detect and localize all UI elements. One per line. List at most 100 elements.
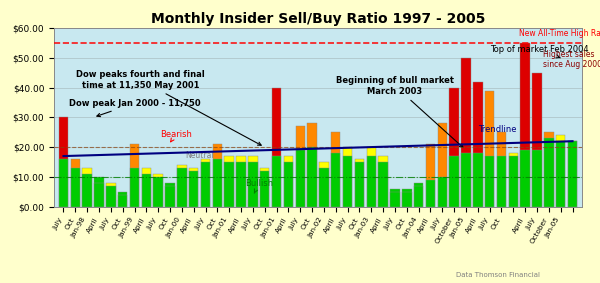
Title: Monthly Insider Sell/Buy Ratio 1997 - 2005: Monthly Insider Sell/Buy Ratio 1997 - 20… (151, 12, 485, 26)
Bar (106, 186, 116, 207)
Bar (319, 162, 329, 207)
Bar (106, 183, 116, 207)
Bar (260, 168, 269, 207)
Bar (331, 153, 340, 207)
Bar (201, 159, 210, 207)
Bar (568, 141, 577, 207)
Bar (426, 180, 435, 207)
Bar (142, 168, 151, 207)
Text: New All-Time High Ratio Reading: New All-Time High Ratio Reading (519, 29, 600, 38)
Bar (71, 168, 80, 207)
Bar (426, 144, 435, 207)
Bar (461, 58, 471, 207)
Bar (437, 177, 447, 207)
Bar (82, 168, 92, 207)
Bar (544, 132, 554, 207)
Bar (485, 91, 494, 207)
Bar (154, 174, 163, 207)
Bar (343, 156, 352, 207)
Bar (485, 156, 494, 207)
Bar (307, 147, 317, 207)
Text: Dow peaks fourth and final
time at 11,350 May 2001: Dow peaks fourth and final time at 11,35… (76, 70, 261, 145)
Bar (532, 73, 542, 207)
Bar (284, 162, 293, 207)
Bar (165, 186, 175, 207)
Bar (154, 177, 163, 207)
Bar (94, 177, 104, 207)
Bar (355, 162, 364, 207)
Bar (212, 159, 222, 207)
Bar (520, 150, 530, 207)
Bar (307, 123, 317, 207)
Bar (130, 144, 139, 207)
Bar (59, 117, 68, 207)
Bar (556, 141, 565, 207)
Bar (390, 189, 400, 207)
Bar (367, 156, 376, 207)
Bar (319, 168, 329, 207)
Bar (331, 132, 340, 207)
Bar (473, 82, 482, 207)
Text: Bullish: Bullish (245, 179, 273, 193)
Text: Trendline: Trendline (478, 125, 517, 134)
Bar (236, 156, 246, 207)
Bar (284, 156, 293, 207)
Bar (390, 192, 400, 207)
Bar (130, 168, 139, 207)
Bar (94, 183, 104, 207)
Bar (177, 165, 187, 207)
Bar (414, 183, 424, 207)
Bar (509, 153, 518, 207)
Bar (118, 195, 127, 207)
Bar (272, 88, 281, 207)
Bar (201, 162, 210, 207)
Bar (355, 159, 364, 207)
Text: Neutral: Neutral (185, 151, 214, 160)
Bar (177, 168, 187, 207)
Text: Highest sales
since Aug 2000: Highest sales since Aug 2000 (543, 50, 600, 69)
Bar (473, 153, 482, 207)
Bar (497, 156, 506, 207)
Bar (497, 132, 506, 207)
Bar (59, 159, 68, 207)
Bar (414, 186, 424, 207)
Bar (165, 183, 175, 207)
Bar (248, 156, 257, 207)
Bar (260, 171, 269, 207)
Bar (142, 174, 151, 207)
Bar (296, 150, 305, 207)
Bar (212, 144, 222, 207)
Bar (224, 156, 234, 207)
Bar (437, 123, 447, 207)
Bar (556, 135, 565, 207)
Bar (248, 162, 257, 207)
Bar (118, 192, 127, 207)
Bar (189, 171, 199, 207)
Text: Beginning of bull market
March 2003: Beginning of bull market March 2003 (336, 76, 463, 147)
Text: Data Thomson Financial: Data Thomson Financial (456, 272, 540, 278)
Bar (402, 192, 412, 207)
Bar (224, 162, 234, 207)
Bar (520, 43, 530, 207)
Bar (532, 150, 542, 207)
Text: Bearish: Bearish (160, 130, 192, 142)
Bar (544, 138, 554, 207)
Bar (367, 147, 376, 207)
Text: Top of market Feb 2004: Top of market Feb 2004 (490, 45, 588, 58)
Bar (379, 156, 388, 207)
Bar (461, 153, 471, 207)
Bar (449, 88, 459, 207)
Bar (402, 189, 412, 207)
Bar (189, 168, 199, 207)
Bar (236, 162, 246, 207)
Bar (71, 159, 80, 207)
Text: Dow peak Jan 2000 - 11,750: Dow peak Jan 2000 - 11,750 (70, 98, 201, 117)
Bar (379, 162, 388, 207)
Bar (568, 141, 577, 207)
Bar (509, 156, 518, 207)
Bar (449, 156, 459, 207)
Bar (343, 147, 352, 207)
Bar (82, 174, 92, 207)
Bar (296, 126, 305, 207)
Bar (272, 156, 281, 207)
